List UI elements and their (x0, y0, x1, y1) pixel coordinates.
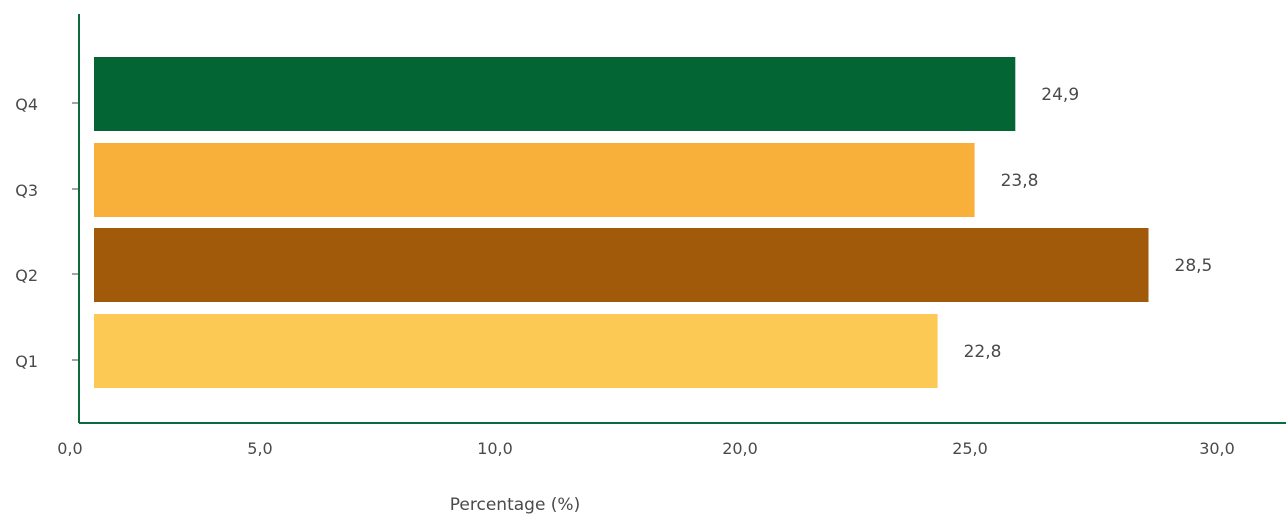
value-label-q4: 24,9 (1041, 85, 1079, 105)
category-labels-group: Q1 Q2 Q3 Q4 (15, 95, 78, 371)
bar-q4 (94, 57, 1016, 131)
category-label-q3: Q3 (15, 181, 38, 200)
value-label-q1: 22,8 (964, 342, 1002, 362)
value-label-q3: 23,8 (1001, 171, 1039, 191)
x-tick-label: 10,0 (477, 439, 513, 458)
x-tick-label: 25,0 (952, 439, 988, 458)
bar-q1 (94, 314, 938, 388)
category-label-q2: Q2 (15, 266, 38, 285)
x-axis-title: Percentage (%) (450, 495, 580, 515)
x-tick-label: 20,0 (722, 439, 758, 458)
category-label-q4: Q4 (15, 95, 38, 114)
x-tick-label: 5,0 (247, 439, 272, 458)
value-label-q2: 28,5 (1175, 256, 1213, 276)
bar-q2 (94, 228, 1149, 302)
bars-group (94, 57, 1149, 388)
x-tick-label: 0,0 (57, 439, 82, 458)
x-tick-label: 30,0 (1199, 439, 1235, 458)
x-tick-labels-group: 0,0 5,0 10,0 20,0 25,0 30,0 (57, 439, 1235, 458)
category-label-q1: Q1 (15, 352, 38, 371)
value-labels-group: 22,8 28,5 23,8 24,9 (964, 85, 1213, 362)
bar-q3 (94, 143, 975, 217)
